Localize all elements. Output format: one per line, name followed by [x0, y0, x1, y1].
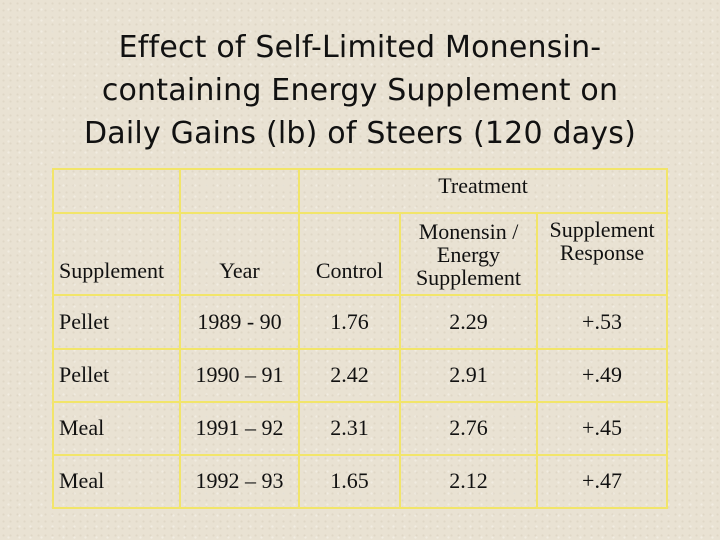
table-group-header-row: Treatment: [52, 167, 669, 215]
monensin-cell: 2.76: [399, 400, 538, 456]
year-cell: 1990 – 91: [179, 347, 300, 403]
control-column-header: Control: [298, 212, 401, 297]
table-row: Pellet 1989 - 90 1.76 2.29 +.53: [52, 294, 669, 350]
year-cell: 1992 – 93: [179, 453, 300, 510]
monensin-header-line-2: Energy: [436, 241, 501, 267]
empty-header-cell: [179, 167, 300, 215]
response-cell: +.45: [535, 400, 669, 456]
daily-gains-table: Treatment Supplement Year Control Monens…: [52, 167, 669, 510]
year-column-header: Year: [179, 212, 300, 297]
monensin-cell: 2.12: [399, 453, 538, 510]
table-row: Meal 1991 – 92 2.31 2.76 +.45: [52, 400, 669, 456]
supplement-cell: Meal: [52, 453, 181, 510]
response-cell: +.49: [535, 347, 669, 403]
response-cell: +.47: [535, 453, 669, 510]
supplement-column-header: Supplement: [52, 212, 181, 297]
monensin-cell: 2.91: [399, 347, 538, 403]
supplement-cell: Meal: [52, 400, 181, 456]
year-cell: 1991 – 92: [179, 400, 300, 456]
table-row: Meal 1992 – 93 1.65 2.12 +.47: [52, 453, 669, 510]
control-cell: 2.31: [298, 400, 401, 456]
monensin-cell: 2.29: [399, 294, 538, 350]
control-cell: 1.76: [298, 294, 401, 350]
title-line-1: Effect of Self-Limited Monensin-: [118, 30, 602, 65]
year-cell: 1989 - 90: [179, 294, 300, 350]
title-line-2: containing Energy Supplement on: [101, 73, 619, 108]
response-cell: +.53: [535, 294, 669, 350]
response-column-header: Supplement Response: [535, 212, 669, 297]
supplement-cell: Pellet: [52, 294, 181, 350]
supplement-cell: Pellet: [52, 347, 181, 403]
table-column-header-row: Supplement Year Control Monensin / Energ…: [52, 212, 669, 297]
monensin-header-line-1: Monensin /: [418, 218, 519, 244]
control-cell: 1.65: [298, 453, 401, 510]
slide-title: Effect of Self-Limited Monensin- contain…: [10, 26, 710, 155]
monensin-column-header: Monensin / Energy Supplement: [399, 212, 538, 297]
treatment-header: Treatment: [297, 167, 669, 215]
response-header-line-2: Response: [559, 240, 645, 266]
table-row: Pellet 1990 – 91 2.42 2.91 +.49: [52, 347, 669, 403]
title-line-3: Daily Gains (lb) of Steers (120 days): [84, 116, 636, 151]
control-cell: 2.42: [298, 347, 401, 403]
monensin-header-line-3: Supplement: [415, 264, 522, 290]
empty-header-cell: [52, 167, 181, 215]
response-header-line-1: Supplement: [549, 217, 655, 243]
